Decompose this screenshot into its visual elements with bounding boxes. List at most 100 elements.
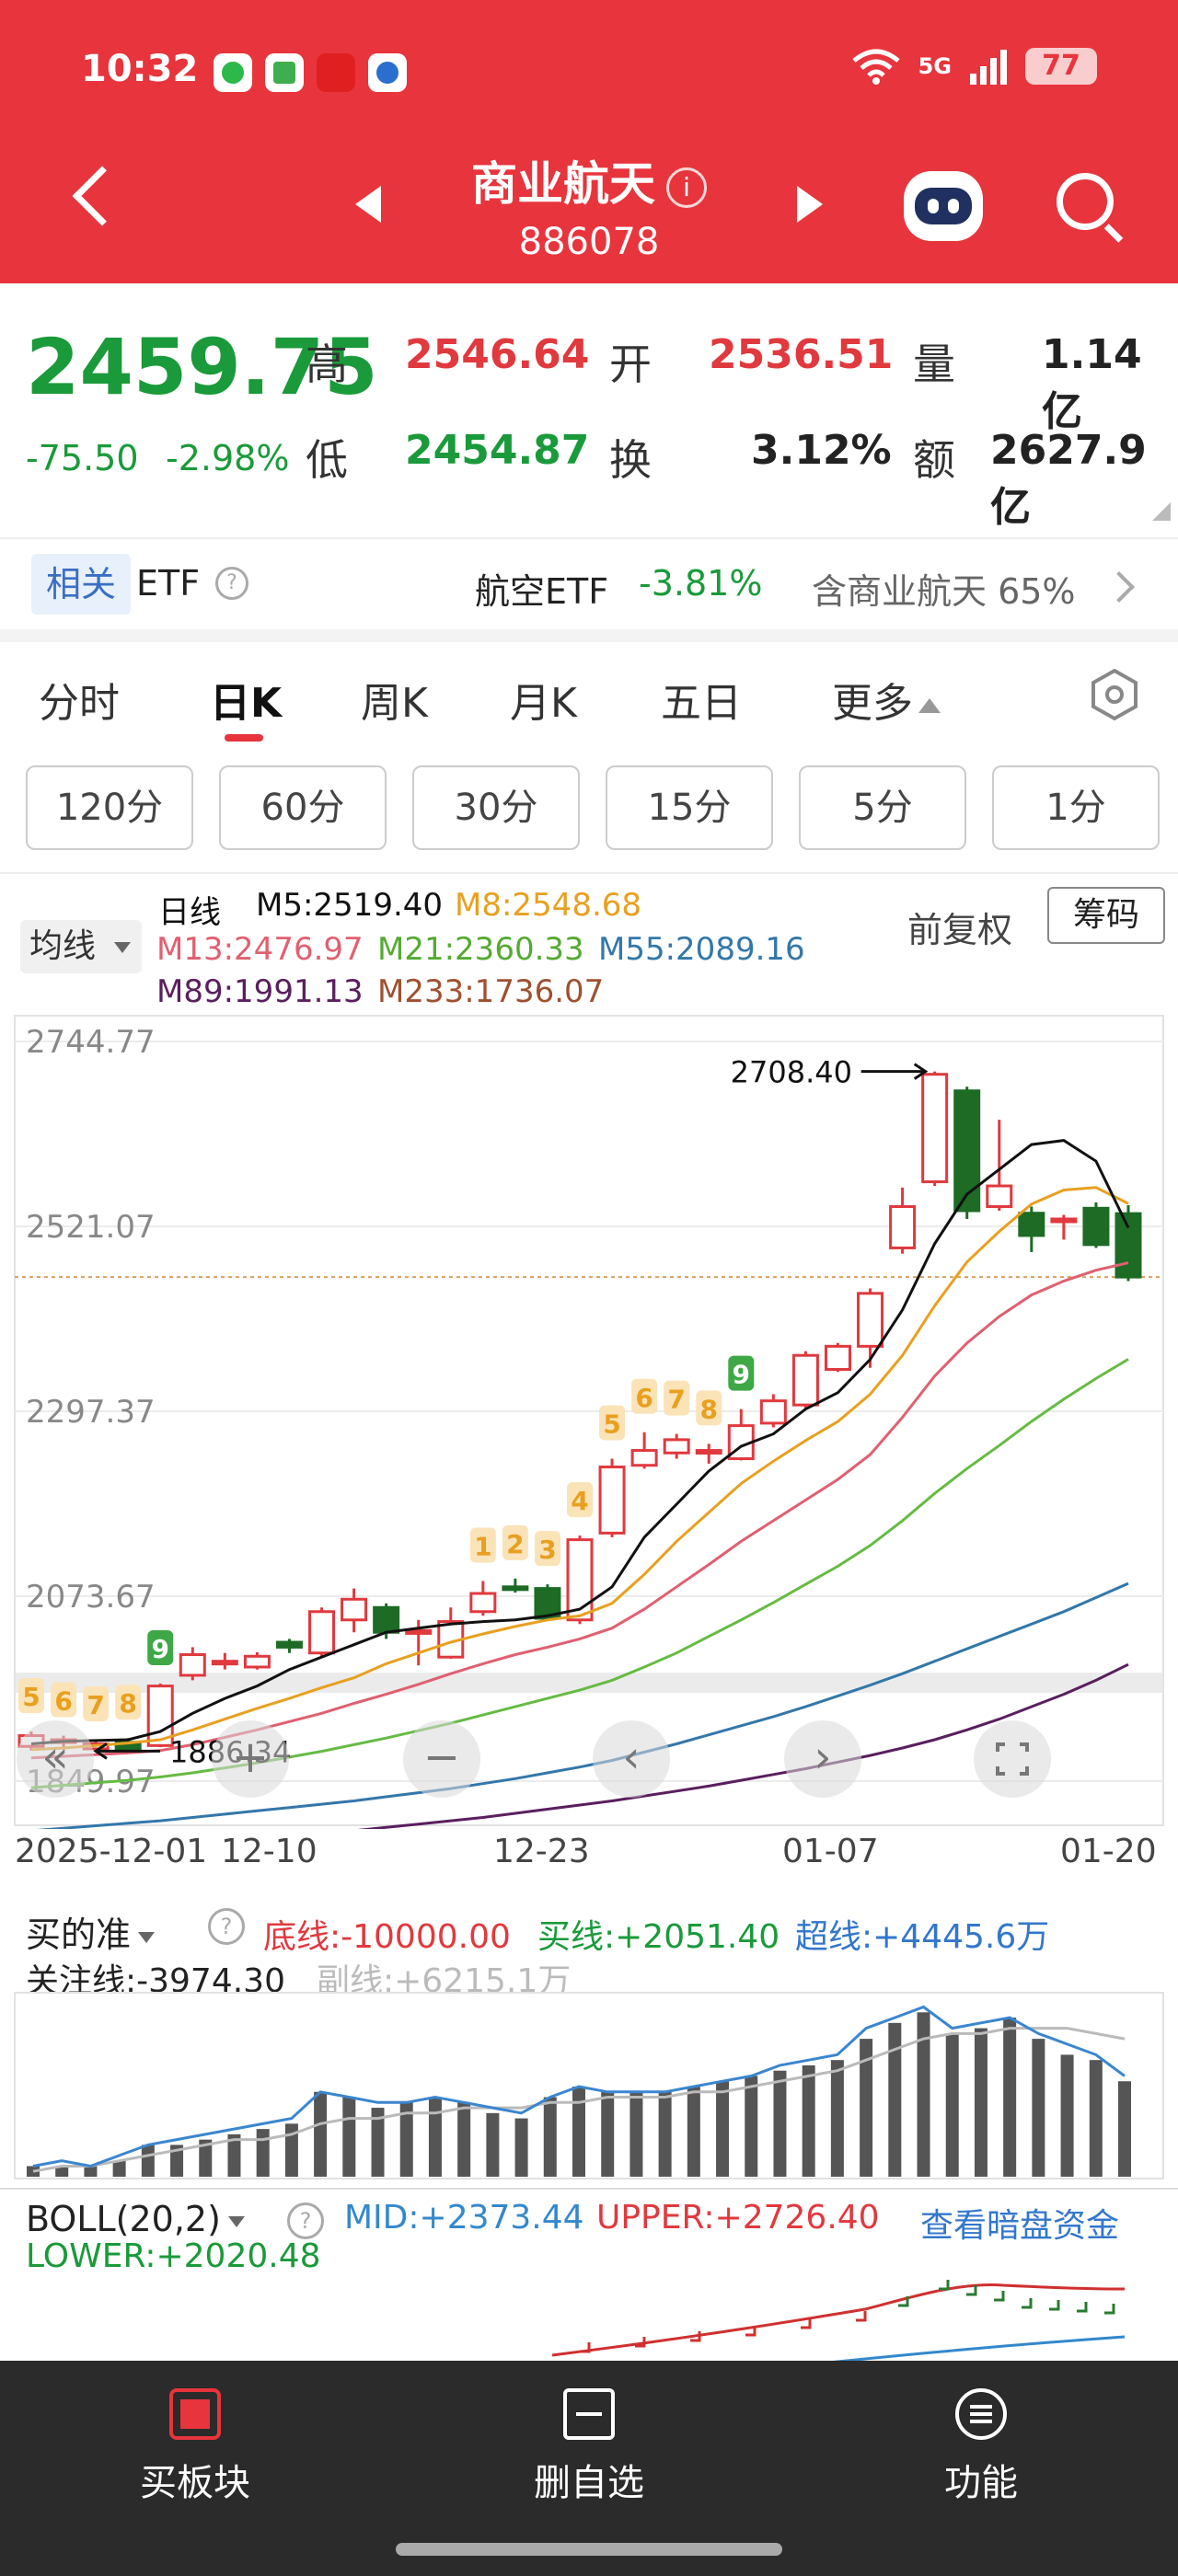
chevron-down-icon <box>138 1931 156 1943</box>
scroll-left-button[interactable]: ‹ <box>593 1720 670 1798</box>
period-120min[interactable]: 120分 <box>26 765 193 850</box>
scroll-left-button-bg <box>593 1720 670 1798</box>
zoom-in-button-bg <box>212 1720 289 1798</box>
help-icon[interactable]: ? <box>208 1908 245 1945</box>
nav-functions-label: 功能 <box>944 2462 1018 2504</box>
zoom-out-button[interactable]: − <box>403 1720 480 1798</box>
trend-line-curve <box>32 2005 1126 2168</box>
ma13-value: M13:2476.97 <box>156 931 364 968</box>
robot-assistant-icon[interactable] <box>904 171 983 241</box>
indicator2-chart <box>551 2280 1126 2363</box>
indicator-bar <box>112 2160 126 2177</box>
indicator-bar <box>974 2028 987 2177</box>
info-icon[interactable]: i <box>666 167 707 208</box>
chips-button[interactable]: 筹码 <box>1047 887 1165 944</box>
prev-page-button[interactable]: « <box>17 1720 94 1798</box>
period-30min[interactable]: 30分 <box>412 765 580 850</box>
boll-step <box>966 2285 977 2296</box>
etf-contain: 含商业航天 65% <box>812 571 1076 612</box>
tab-monthly-k[interactable]: 月K <box>510 680 577 727</box>
fullscreen-button[interactable] <box>974 1720 1051 1798</box>
sequence-badge <box>696 1390 722 1426</box>
boll-step <box>635 2337 646 2348</box>
indicator-bar <box>888 2022 902 2177</box>
x-axis: 2025-12-01 12-10 12-23 01-07 01-20 <box>0 1829 1178 1875</box>
indicator-bar <box>601 2091 615 2177</box>
indicator1-select-label: 买的准 <box>26 1915 132 1955</box>
sector-code: 886078 <box>518 221 660 263</box>
period-5min[interactable]: 5分 <box>799 765 966 850</box>
ma5-line <box>30 1139 1130 1745</box>
ma-legend: 均线 日线 M5:2519.40 M8:2548.68 M13:2476.97 … <box>0 872 1178 1014</box>
tab-five-day[interactable]: 五日 <box>661 680 742 727</box>
period-1min[interactable]: 1分 <box>992 765 1160 850</box>
prev-page-button-icon: « <box>41 1731 68 1783</box>
search-icon[interactable] <box>1057 173 1114 230</box>
boll-upper-line <box>551 2283 1126 2357</box>
scroll-right-button[interactable]: › <box>784 1720 861 1798</box>
indicator-bar <box>745 2076 758 2177</box>
settings-hex-icon[interactable] <box>1088 668 1141 721</box>
boll-step <box>1022 2298 1033 2309</box>
adjust-mode[interactable]: 前复权 <box>907 910 1013 950</box>
scroll-right-button-icon: › <box>814 1731 831 1783</box>
boll-step <box>745 2326 756 2337</box>
candle <box>308 1610 336 1655</box>
indicator-bar <box>486 2112 500 2177</box>
related-etf-row[interactable]: 相关 ETF ? 航空ETF -3.81% 含商业航天 65% <box>0 537 1178 629</box>
indicator1-select[interactable]: 买的准 <box>26 1906 156 1957</box>
nav-buy-sector[interactable]: 买板块 <box>94 2386 296 2506</box>
indicator-bar <box>170 2145 184 2177</box>
tab-daily-k[interactable]: 日K <box>210 680 283 727</box>
sequence-label: 9 <box>151 1634 168 1664</box>
boll-step <box>580 2342 591 2353</box>
tab-intraday[interactable]: 分时 <box>39 680 120 727</box>
expand-corner-icon[interactable] <box>1152 502 1171 521</box>
fullscreen-icon <box>996 1742 1029 1776</box>
indicator-bar <box>227 2133 241 2177</box>
x-tick-label: 01-07 <box>782 1833 879 1870</box>
prev-stock-button[interactable] <box>355 186 381 223</box>
boll-mid-line <box>827 2335 1126 2363</box>
zoom-out-button-bg <box>403 1720 480 1798</box>
signal-icon <box>970 50 1007 85</box>
nav-functions[interactable]: 功能 <box>880 2386 1082 2506</box>
candle <box>824 1344 851 1372</box>
candle <box>502 1585 529 1592</box>
x-tick-label: 2025-12-01 <box>15 1833 208 1870</box>
sequence-label: 2 <box>506 1529 524 1559</box>
y-tick-label: 2297.37 <box>26 1394 156 1431</box>
open-label: 开 <box>609 339 652 389</box>
sequence-label: 1 <box>474 1532 491 1562</box>
tab-more[interactable]: 更多 <box>832 670 941 729</box>
indicator-bar <box>428 2097 442 2177</box>
page-title: 商业航天 i <box>0 147 1178 213</box>
prev-page-button-bg <box>17 1720 94 1798</box>
indicator-bar <box>1032 2039 1045 2177</box>
next-stock-button[interactable] <box>797 186 823 223</box>
chevron-right-icon <box>1103 571 1135 603</box>
ma-select[interactable]: 均线 <box>20 920 142 973</box>
indicator-bar <box>1003 2018 1017 2177</box>
candle <box>630 1449 658 1467</box>
nav-remove-watchlist[interactable]: 删自选 <box>488 2386 690 2506</box>
y-tick-label: 2073.67 <box>26 1579 156 1616</box>
help-icon[interactable]: ? <box>215 567 248 600</box>
candle <box>1050 1217 1078 1224</box>
help-icon[interactable]: ? <box>287 2202 324 2239</box>
candle <box>759 1399 787 1425</box>
candle <box>275 1640 303 1649</box>
candle <box>566 1538 594 1622</box>
remove-icon <box>563 2388 615 2440</box>
zoom-in-button[interactable]: + <box>212 1720 289 1798</box>
chevron-down-icon <box>114 942 131 953</box>
candle <box>179 1652 206 1677</box>
indicator-bar <box>945 2033 959 2177</box>
period-15min[interactable]: 15分 <box>606 765 773 850</box>
dark-pool-link[interactable]: 查看暗盘资金 <box>920 2207 1120 2245</box>
tab-weekly-k[interactable]: 周K <box>361 680 428 727</box>
indicator2-select[interactable]: BOLL(20,2) <box>26 2199 245 2239</box>
scroll-right-button-bg <box>784 1720 861 1798</box>
period-60min[interactable]: 60分 <box>219 765 387 850</box>
